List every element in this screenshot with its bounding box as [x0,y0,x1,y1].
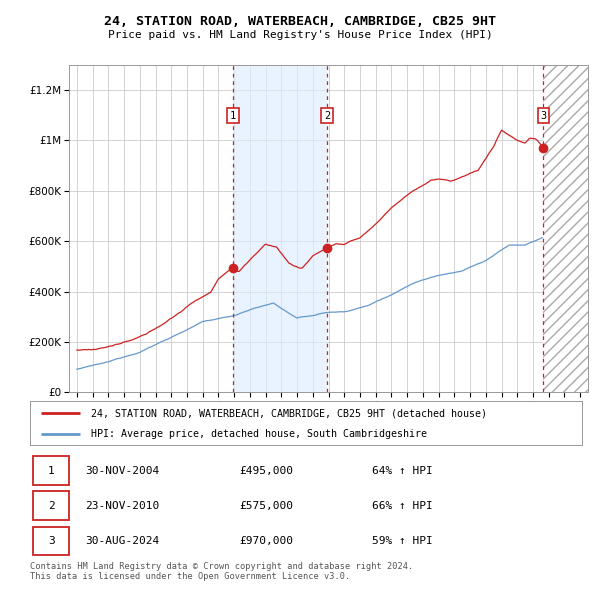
Text: 2: 2 [324,111,330,120]
Text: 2: 2 [48,501,55,511]
Text: £970,000: £970,000 [240,536,294,546]
Text: Price paid vs. HM Land Registry's House Price Index (HPI): Price paid vs. HM Land Registry's House … [107,30,493,40]
Text: 3: 3 [540,111,547,120]
Bar [544,65,588,392]
Text: This data is licensed under the Open Government Licence v3.0.: This data is licensed under the Open Gov… [30,572,350,581]
Text: 59% ↑ HPI: 59% ↑ HPI [372,536,433,546]
Text: £575,000: £575,000 [240,501,294,511]
Bar [544,65,588,392]
FancyBboxPatch shape [34,491,69,520]
Text: Contains HM Land Registry data © Crown copyright and database right 2024.: Contains HM Land Registry data © Crown c… [30,562,413,571]
Text: 23-NOV-2010: 23-NOV-2010 [85,501,160,511]
Text: £495,000: £495,000 [240,466,294,476]
Text: 64% ↑ HPI: 64% ↑ HPI [372,466,433,476]
Text: 30-AUG-2024: 30-AUG-2024 [85,536,160,546]
Text: HPI: Average price, detached house, South Cambridgeshire: HPI: Average price, detached house, Sout… [91,428,427,438]
Bar [233,65,327,392]
Text: 1: 1 [230,111,236,120]
FancyBboxPatch shape [34,526,69,556]
Text: 30-NOV-2004: 30-NOV-2004 [85,466,160,476]
Text: 66% ↑ HPI: 66% ↑ HPI [372,501,433,511]
FancyBboxPatch shape [34,457,69,485]
Text: 24, STATION ROAD, WATERBEACH, CAMBRIDGE, CB25 9HT: 24, STATION ROAD, WATERBEACH, CAMBRIDGE,… [104,15,496,28]
Text: 1: 1 [48,466,55,476]
Text: 24, STATION ROAD, WATERBEACH, CAMBRIDGE, CB25 9HT (detached house): 24, STATION ROAD, WATERBEACH, CAMBRIDGE,… [91,408,487,418]
Text: 3: 3 [48,536,55,546]
